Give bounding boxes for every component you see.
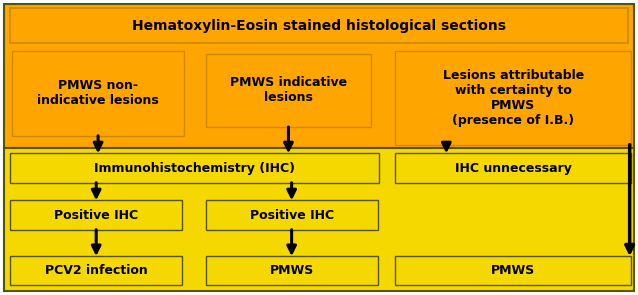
Text: Immunohistochemistry (IHC): Immunohistochemistry (IHC) bbox=[94, 162, 295, 175]
Bar bbox=[10, 200, 182, 230]
Text: PMWS indicative
lesions: PMWS indicative lesions bbox=[230, 76, 347, 104]
Bar bbox=[10, 153, 380, 183]
Text: PCV2 infection: PCV2 infection bbox=[45, 264, 147, 277]
Text: IHC unnecessary: IHC unnecessary bbox=[455, 162, 572, 175]
Bar bbox=[205, 256, 378, 286]
Text: Hematoxylin-Eosin stained histological sections: Hematoxylin-Eosin stained histological s… bbox=[132, 19, 506, 33]
Bar bbox=[205, 54, 371, 127]
Bar bbox=[396, 153, 631, 183]
Bar bbox=[396, 256, 631, 286]
Bar bbox=[10, 256, 182, 286]
Bar bbox=[396, 51, 631, 145]
Bar bbox=[12, 51, 184, 136]
Bar bbox=[4, 148, 634, 291]
Text: PMWS: PMWS bbox=[269, 264, 314, 277]
Text: Positive IHC: Positive IHC bbox=[249, 209, 334, 222]
Bar bbox=[4, 4, 634, 148]
Text: PMWS non-
indicative lesions: PMWS non- indicative lesions bbox=[37, 79, 159, 107]
Bar bbox=[10, 8, 628, 43]
Text: PMWS: PMWS bbox=[491, 264, 535, 277]
Text: Positive IHC: Positive IHC bbox=[54, 209, 138, 222]
Text: Lesions attributable
with certainty to
PMWS
(presence of I.B.): Lesions attributable with certainty to P… bbox=[443, 68, 584, 127]
Bar bbox=[205, 200, 378, 230]
